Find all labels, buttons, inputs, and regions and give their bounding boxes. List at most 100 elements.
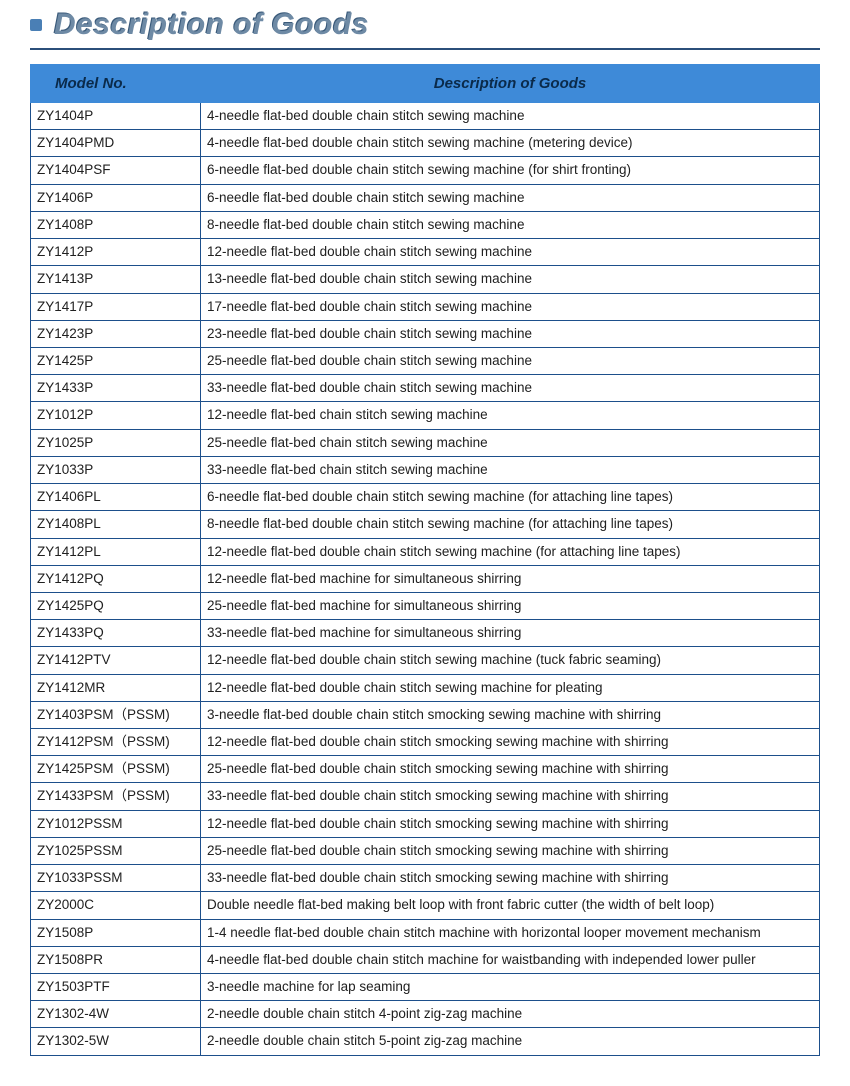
description-cell: 33-needle flat-bed chain stitch sewing m… [201,456,820,483]
description-cell: 1-4 needle flat-bed double chain stitch … [201,919,820,946]
model-cell: ZY1412MR [31,674,201,701]
table-row: ZY1433P33-needle flat-bed double chain s… [31,375,820,402]
table-row: ZY1412PTV12-needle flat-bed double chain… [31,647,820,674]
table-row: ZY1404PMD4-needle flat-bed double chain … [31,130,820,157]
model-cell: ZY1508P [31,919,201,946]
table-body: ZY1404P4-needle flat-bed double chain st… [31,103,820,1056]
table-row: ZY1412PSM（PSSM)12-needle flat-bed double… [31,729,820,756]
model-cell: ZY1033PSSM [31,865,201,892]
table-row: ZY1508PR4-needle flat-bed double chain s… [31,946,820,973]
table-row: ZY1404PSF6-needle flat-bed double chain … [31,157,820,184]
heading-row: Description of Goods [30,8,820,42]
table-row: ZY1025PSSM25-needle flat-bed double chai… [31,837,820,864]
model-cell: ZY1406P [31,184,201,211]
model-cell: ZY1412P [31,239,201,266]
table-row: ZY1033PSSM33-needle flat-bed double chai… [31,865,820,892]
description-cell: 25-needle flat-bed double chain stitch s… [201,837,820,864]
model-cell: ZY1425PQ [31,592,201,619]
description-cell: 33-needle flat-bed double chain stitch s… [201,375,820,402]
model-cell: ZY1025P [31,429,201,456]
bullet-icon [30,19,42,31]
description-cell: 8-needle flat-bed double chain stitch se… [201,511,820,538]
description-cell: 3-needle machine for lap seaming [201,974,820,1001]
model-cell: ZY1412PSM（PSSM) [31,729,201,756]
description-cell: 12-needle flat-bed double chain stitch s… [201,239,820,266]
col-header-model: Model No. [31,65,201,103]
description-cell: 3-needle flat-bed double chain stitch sm… [201,701,820,728]
description-cell: 6-needle flat-bed double chain stitch se… [201,484,820,511]
description-cell: 33-needle flat-bed double chain stitch s… [201,865,820,892]
description-cell: 12-needle flat-bed double chain stitch s… [201,538,820,565]
goods-table: Model No. Description of Goods ZY1404P4-… [30,64,820,1056]
description-cell: 6-needle flat-bed double chain stitch se… [201,184,820,211]
page-title: Description of Goods [54,8,369,42]
description-cell: 25-needle flat-bed machine for simultane… [201,592,820,619]
table-row: ZY1033P33-needle flat-bed chain stitch s… [31,456,820,483]
table-row: ZY1503PTF3-needle machine for lap seamin… [31,974,820,1001]
description-cell: 33-needle flat-bed double chain stitch s… [201,783,820,810]
model-cell: ZY1012PSSM [31,810,201,837]
model-cell: ZY1425PSM（PSSM) [31,756,201,783]
description-cell: 23-needle flat-bed double chain stitch s… [201,320,820,347]
heading-underline [30,48,820,50]
table-row: ZY1425P25-needle flat-bed double chain s… [31,347,820,374]
description-cell: 8-needle flat-bed double chain stitch se… [201,211,820,238]
table-container: Model No. Description of Goods ZY1404P4-… [0,64,850,1086]
description-cell: 13-needle flat-bed double chain stitch s… [201,266,820,293]
table-row: ZY1412PL12-needle flat-bed double chain … [31,538,820,565]
description-cell: 12-needle flat-bed machine for simultane… [201,565,820,592]
table-row: ZY1413P13-needle flat-bed double chain s… [31,266,820,293]
heading-block: Description of Goods [0,0,850,46]
table-row: ZY1012P12-needle flat-bed chain stitch s… [31,402,820,429]
description-cell: 12-needle flat-bed double chain stitch s… [201,647,820,674]
table-row: ZY1408P8-needle flat-bed double chain st… [31,211,820,238]
model-cell: ZY1412PQ [31,565,201,592]
model-cell: ZY1433PSM（PSSM) [31,783,201,810]
model-cell: ZY1025PSSM [31,837,201,864]
table-row: ZY1412PQ12-needle flat-bed machine for s… [31,565,820,592]
table-row: ZY1412P12-needle flat-bed double chain s… [31,239,820,266]
description-cell: 4-needle flat-bed double chain stitch ma… [201,946,820,973]
model-cell: ZY1503PTF [31,974,201,1001]
description-cell: 12-needle flat-bed double chain stitch s… [201,729,820,756]
description-cell: Double needle flat-bed making belt loop … [201,892,820,919]
table-row: ZY1412MR12-needle flat-bed double chain … [31,674,820,701]
table-row: ZY1012PSSM12-needle flat-bed double chai… [31,810,820,837]
table-row: ZY1433PQ33-needle flat-bed machine for s… [31,620,820,647]
model-cell: ZY1403PSM（PSSM) [31,701,201,728]
table-row: ZY1302-5W2-needle double chain stitch 5-… [31,1028,820,1055]
description-cell: 25-needle flat-bed double chain stitch s… [201,347,820,374]
table-row: ZY1404P4-needle flat-bed double chain st… [31,103,820,130]
table-row: ZY1025P25-needle flat-bed chain stitch s… [31,429,820,456]
description-cell: 6-needle flat-bed double chain stitch se… [201,157,820,184]
description-cell: 25-needle flat-bed chain stitch sewing m… [201,429,820,456]
description-cell: 25-needle flat-bed double chain stitch s… [201,756,820,783]
model-cell: ZY1012P [31,402,201,429]
table-row: ZY1406P6-needle flat-bed double chain st… [31,184,820,211]
model-cell: ZY1302-4W [31,1001,201,1028]
model-cell: ZY1433P [31,375,201,402]
description-cell: 33-needle flat-bed machine for simultane… [201,620,820,647]
model-cell: ZY1423P [31,320,201,347]
model-cell: ZY2000C [31,892,201,919]
description-cell: 17-needle flat-bed double chain stitch s… [201,293,820,320]
table-row: ZY2000CDouble needle flat-bed making bel… [31,892,820,919]
table-row: ZY1417P17-needle flat-bed double chain s… [31,293,820,320]
table-row: ZY1423P23-needle flat-bed double chain s… [31,320,820,347]
model-cell: ZY1406PL [31,484,201,511]
model-cell: ZY1404PMD [31,130,201,157]
col-header-description: Description of Goods [201,65,820,103]
model-cell: ZY1425P [31,347,201,374]
description-cell: 4-needle flat-bed double chain stitch se… [201,103,820,130]
description-cell: 2-needle double chain stitch 5-point zig… [201,1028,820,1055]
description-cell: 4-needle flat-bed double chain stitch se… [201,130,820,157]
description-cell: 12-needle flat-bed chain stitch sewing m… [201,402,820,429]
table-row: ZY1406PL6-needle flat-bed double chain s… [31,484,820,511]
model-cell: ZY1404PSF [31,157,201,184]
table-header-row: Model No. Description of Goods [31,65,820,103]
model-cell: ZY1413P [31,266,201,293]
description-cell: 2-needle double chain stitch 4-point zig… [201,1001,820,1028]
table-row: ZY1425PQ25-needle flat-bed machine for s… [31,592,820,619]
table-row: ZY1425PSM（PSSM)25-needle flat-bed double… [31,756,820,783]
model-cell: ZY1508PR [31,946,201,973]
